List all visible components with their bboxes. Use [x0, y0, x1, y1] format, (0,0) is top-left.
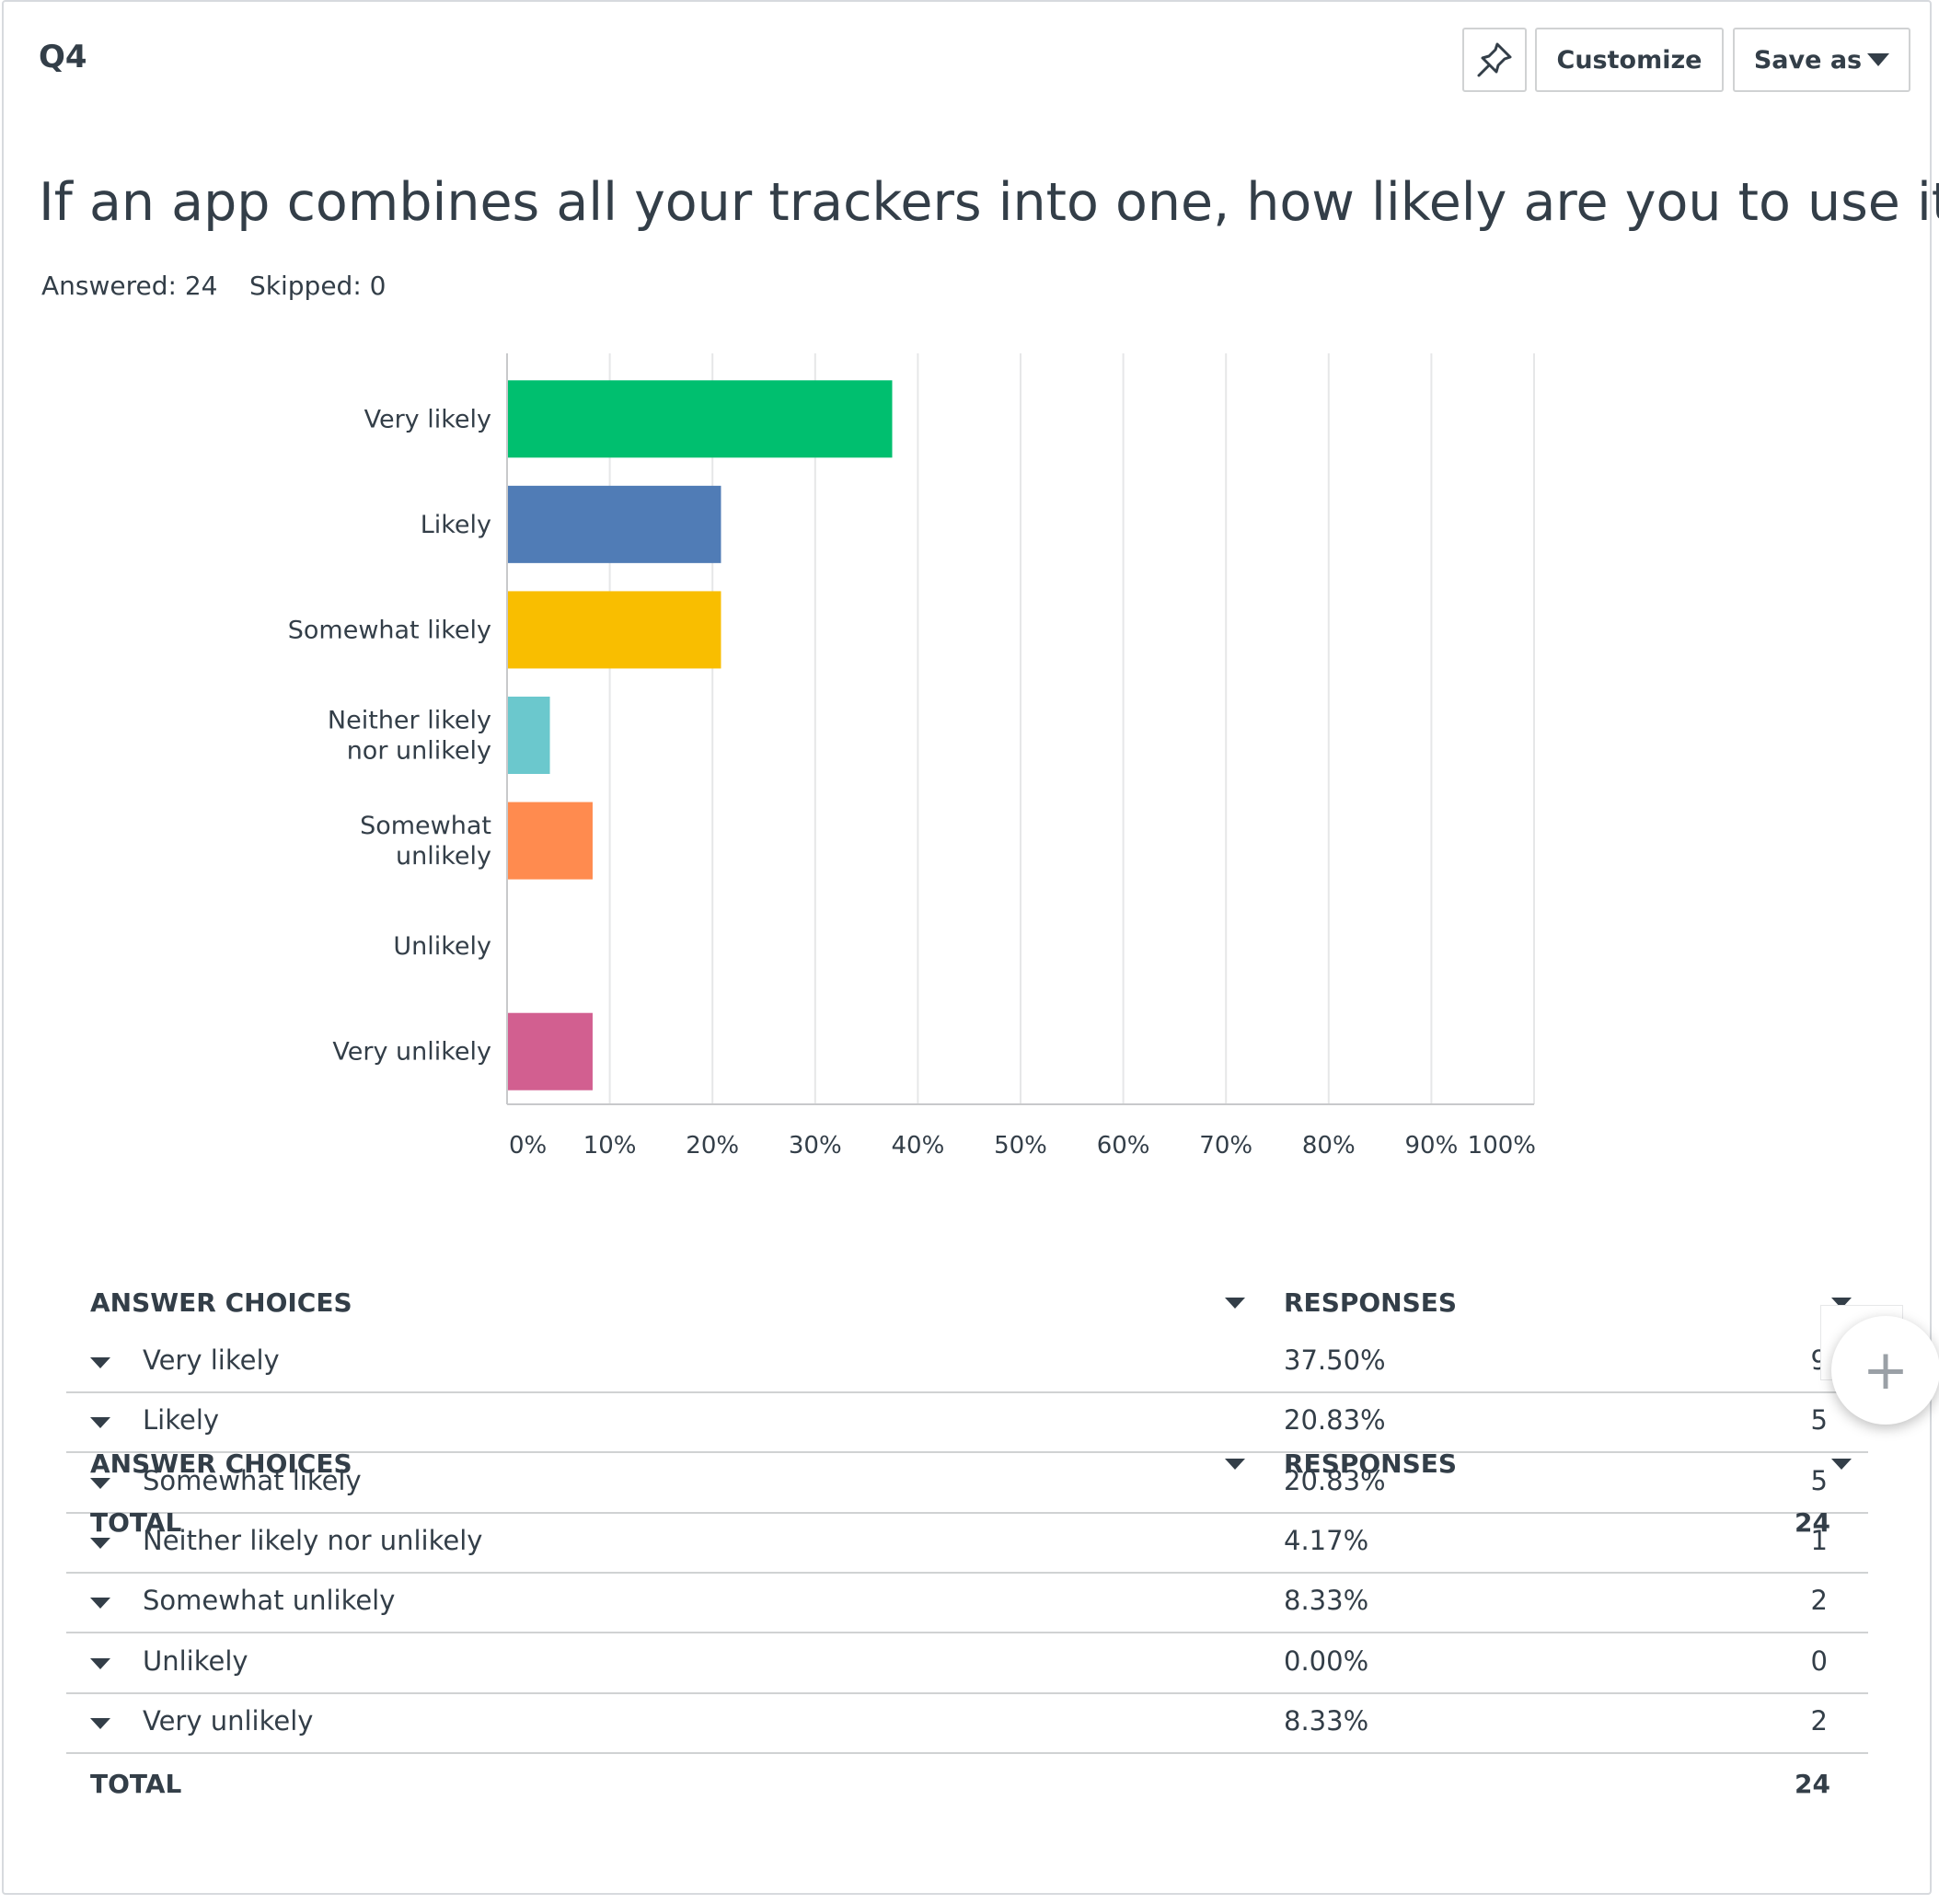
add-button[interactable]: + — [1831, 1316, 1939, 1425]
category-label: Somewhat unlikely — [360, 812, 491, 871]
row-answer-label: Neither likely nor unlikely — [143, 1524, 483, 1556]
category-label: Very unlikely — [332, 1038, 491, 1067]
row-response-percent: 4.17% — [1284, 1524, 1369, 1556]
row-response-percent: 8.33% — [1284, 1585, 1369, 1617]
bar-0 — [507, 380, 893, 458]
row-response-percent: 0.00% — [1284, 1644, 1369, 1677]
category-label: Unlikely — [393, 932, 491, 961]
total-value: 24 — [1795, 1769, 1830, 1799]
x-tick-label: 80% — [1302, 1132, 1356, 1160]
row-response-percent: 37.50% — [1284, 1344, 1386, 1376]
category-label: Very likely — [364, 405, 491, 433]
sticky-total-value: 24 — [1795, 1507, 1830, 1538]
x-tick-label: 70% — [1199, 1132, 1252, 1160]
save-as-label: Save as — [1753, 45, 1863, 75]
save-as-button[interactable]: Save as — [1733, 28, 1910, 92]
sticky-column-header-answer-choices[interactable]: ANSWER CHOICES — [90, 1448, 352, 1479]
chevron-down-icon — [1867, 53, 1890, 66]
question-number: Q4 — [39, 39, 87, 75]
answered-count: Answered: 24 — [41, 271, 218, 301]
bar-6 — [507, 1012, 593, 1090]
category-label: Likely — [421, 511, 491, 539]
column-header-answer-choices[interactable]: ANSWER CHOICES — [90, 1287, 352, 1318]
x-tick-label: 10% — [583, 1132, 637, 1160]
table-row: Somewhat unlikely 8.33% 2 — [66, 1574, 1868, 1634]
skipped-count: Skipped: 0 — [249, 271, 387, 301]
table-row: Very unlikely 8.33% 2 — [66, 1694, 1868, 1754]
category-label: Somewhat likely — [288, 616, 491, 644]
chevron-down-icon[interactable] — [1225, 1298, 1245, 1309]
x-tick-label: 100% — [1468, 1132, 1536, 1160]
column-header-responses[interactable]: RESPONSES — [1284, 1287, 1458, 1318]
bar-3 — [507, 697, 550, 774]
row-answer-label: Likely — [143, 1404, 220, 1437]
question-title: If an app combines all your trackers int… — [39, 172, 1939, 233]
chevron-down-icon[interactable] — [1225, 1459, 1245, 1470]
row-answer-label: Unlikely — [143, 1644, 248, 1677]
category-label: Neither likely nor unlikely — [328, 707, 491, 766]
row-answer-label: Very likely — [143, 1344, 280, 1376]
chevron-down-icon[interactable] — [1831, 1459, 1852, 1470]
table-row: Very likely 37.50% 9 — [66, 1333, 1868, 1393]
table-row: Likely 20.83% 5 — [66, 1393, 1868, 1454]
chevron-down-icon[interactable] — [90, 1537, 110, 1549]
chevron-down-icon[interactable] — [90, 1477, 110, 1489]
table-row: Neither likely nor unlikely 4.17% 1 — [66, 1514, 1868, 1574]
bar-4 — [507, 802, 593, 880]
table-row: Unlikely 0.00% 0 — [66, 1634, 1868, 1694]
x-tick-label: 60% — [1097, 1132, 1150, 1160]
x-tick-label: 50% — [994, 1132, 1047, 1160]
x-tick-label: 30% — [789, 1132, 842, 1160]
pin-button[interactable] — [1462, 28, 1527, 92]
row-answer-label: Very unlikely — [143, 1704, 314, 1737]
chevron-down-icon[interactable] — [90, 1417, 110, 1429]
x-tick-label: 0% — [509, 1132, 547, 1160]
chevron-down-icon[interactable] — [90, 1598, 110, 1610]
row-response-percent: 8.33% — [1284, 1704, 1369, 1737]
row-response-count: 2 — [1810, 1585, 1828, 1617]
x-tick-label: 40% — [892, 1132, 945, 1160]
row-answer-label: Somewhat unlikely — [143, 1585, 396, 1617]
row-response-count: 1 — [1810, 1524, 1828, 1556]
chevron-down-icon[interactable] — [90, 1657, 110, 1669]
plus-icon: + — [1862, 1338, 1910, 1402]
row-response-count: 0 — [1810, 1644, 1828, 1677]
x-tick-label: 90% — [1405, 1132, 1459, 1160]
pin-icon — [1477, 42, 1512, 77]
row-response-count: 2 — [1810, 1704, 1828, 1737]
table-row: Somewhat likely 20.83% 5 — [66, 1454, 1868, 1514]
bar-chart: Very likely Likely Somewhat likely Neither … — [288, 353, 1536, 1160]
chevron-down-icon[interactable] — [90, 1717, 110, 1729]
row-response-percent: 20.83% — [1284, 1464, 1386, 1496]
x-tick-label: 20% — [686, 1132, 739, 1160]
total-label: TOTAL — [90, 1769, 182, 1799]
row-response-percent: 20.83% — [1284, 1404, 1386, 1437]
bar-1 — [507, 485, 721, 563]
row-answer-label: Somewhat likely — [143, 1464, 362, 1496]
customize-button[interactable]: Customize — [1535, 28, 1724, 92]
sticky-total-label: TOTAL — [90, 1507, 182, 1538]
row-response-count: 5 — [1810, 1464, 1828, 1496]
chevron-down-icon[interactable] — [90, 1357, 110, 1368]
sticky-column-header-responses[interactable]: RESPONSES — [1284, 1448, 1458, 1479]
bar-2 — [507, 591, 721, 669]
row-response-count: 5 — [1810, 1404, 1828, 1437]
